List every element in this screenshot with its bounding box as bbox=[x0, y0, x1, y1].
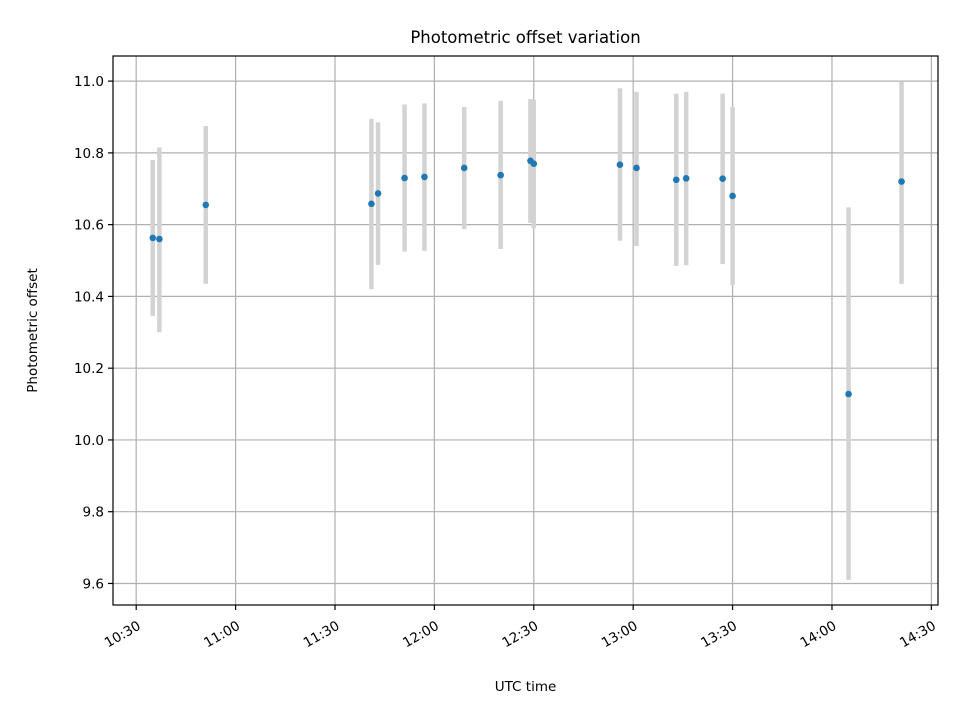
data-point bbox=[401, 174, 408, 182]
data-point bbox=[672, 176, 680, 184]
point-layer bbox=[149, 157, 905, 398]
y-tick-label: 11.0 bbox=[74, 74, 104, 90]
y-tick-label: 10.4 bbox=[74, 289, 104, 305]
y-tick-label: 10.8 bbox=[74, 146, 104, 162]
data-point bbox=[845, 390, 852, 398]
y-tick-label: 10.0 bbox=[74, 433, 104, 449]
y-tick-label: 9.8 bbox=[83, 505, 104, 521]
plot-frame bbox=[112, 55, 939, 606]
data-point bbox=[729, 192, 736, 200]
data-point bbox=[156, 235, 163, 243]
data-point bbox=[149, 234, 157, 242]
data-point bbox=[616, 161, 624, 169]
data-point bbox=[898, 178, 905, 185]
data-point bbox=[719, 175, 726, 183]
data-point bbox=[633, 164, 640, 172]
data-point bbox=[460, 164, 468, 172]
data-point bbox=[368, 200, 375, 208]
y-axis-label: Photometric offset bbox=[25, 268, 41, 392]
data-point bbox=[497, 171, 504, 179]
data-point bbox=[530, 160, 538, 167]
data-point bbox=[202, 201, 210, 209]
grid-layer bbox=[113, 56, 938, 605]
data-point bbox=[682, 175, 690, 182]
y-tick-label: 10.6 bbox=[74, 218, 104, 234]
y-tick-label: 9.6 bbox=[83, 576, 104, 592]
chart-title: Photometric offset variation bbox=[410, 28, 640, 47]
data-point bbox=[374, 190, 382, 197]
x-axis-label: UTC time bbox=[495, 679, 557, 695]
y-axis-ticks: 9.6 9.8 10.0 10.2 10.4 10.6 10.8 11.0 bbox=[74, 74, 113, 592]
y-tick-label: 10.2 bbox=[74, 361, 104, 377]
data-point bbox=[421, 173, 428, 181]
